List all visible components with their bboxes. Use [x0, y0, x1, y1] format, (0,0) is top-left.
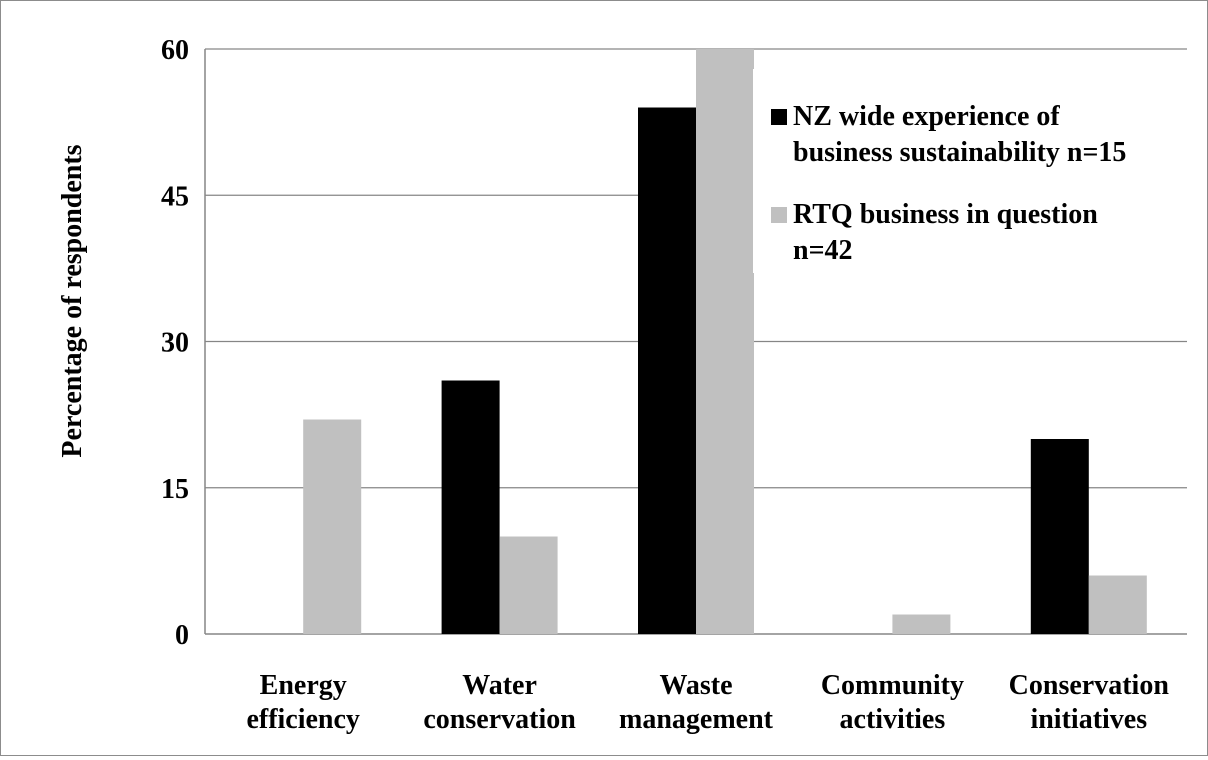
bar-series-2	[696, 49, 754, 634]
bar-series-2	[892, 614, 951, 634]
legend-swatch	[771, 109, 787, 125]
x-tick-label: Energy efficiency	[246, 670, 360, 735]
y-tick-label: 30	[161, 328, 189, 359]
legend-label: RTQ business in question n=42	[793, 199, 1098, 266]
bar-series-1	[638, 107, 696, 634]
bar-series-2	[303, 419, 362, 634]
y-tick-label: 60	[161, 35, 189, 66]
bar-series-2	[499, 536, 558, 634]
x-tick-label: Conservation initiatives	[1009, 670, 1170, 735]
legend-label: NZ wide experience of business sustainabi…	[793, 101, 1126, 168]
bar-series-1	[1030, 439, 1089, 634]
x-tick-label: Water conservation	[423, 670, 576, 735]
y-axis-label: Percentage of respondents	[57, 144, 88, 457]
legend: NZ wide experience of business sustainabi…	[753, 69, 1193, 273]
bar-series-2	[1088, 575, 1147, 634]
y-tick-label: 15	[161, 474, 189, 505]
y-tick-label: 45	[161, 181, 189, 212]
x-tick-label: Community activities	[821, 670, 964, 735]
y-tick-labels: 0 15 30 45 60	[161, 35, 189, 651]
bars	[303, 49, 1147, 634]
bar-series-1	[441, 380, 500, 634]
y-tick-label: 0	[175, 620, 189, 651]
legend-swatch	[771, 207, 787, 223]
x-tick-labels: Energy efficiency Water conservation Waste ma…	[246, 670, 1169, 735]
x-tick-label: Waste management	[619, 670, 774, 735]
legend-background	[753, 69, 1193, 273]
